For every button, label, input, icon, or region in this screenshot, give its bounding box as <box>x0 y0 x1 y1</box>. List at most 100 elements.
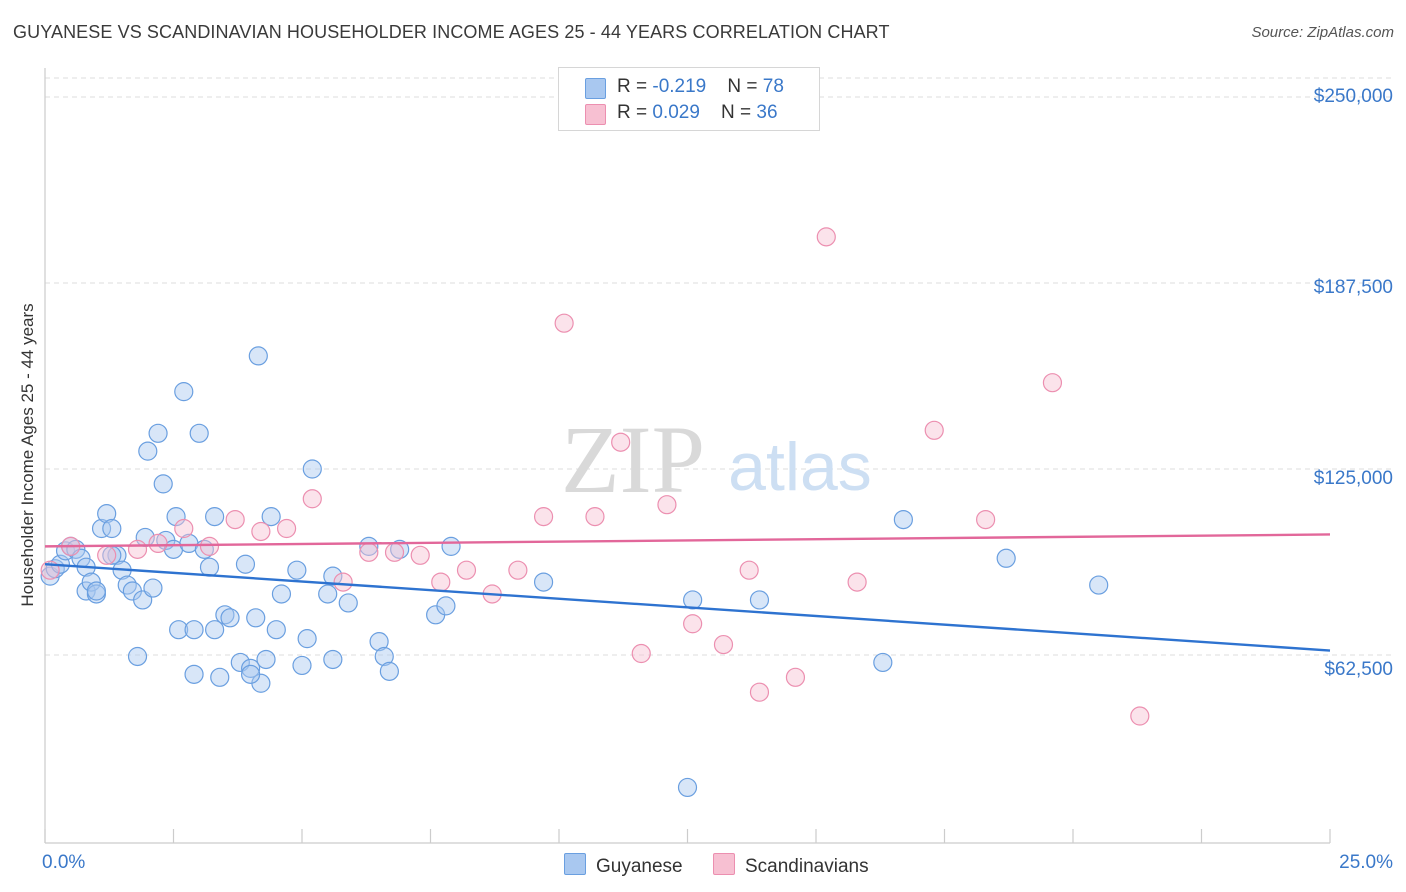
scandinavians-point <box>456 560 477 580</box>
scandinavians-point <box>302 489 322 509</box>
guyanese-point <box>235 554 256 574</box>
scandinavians-point <box>785 667 806 687</box>
watermark: ZIP atlas <box>561 406 872 513</box>
legend-n-value: 78 <box>762 76 784 97</box>
guyanese-point <box>323 649 343 670</box>
scandinavians-point <box>1130 706 1150 726</box>
guyanese-point <box>166 507 186 527</box>
bottom-legend-swatch-scandinavians <box>713 853 735 875</box>
guyanese-point <box>184 620 204 640</box>
legend-r-value: -0.219 <box>652 76 707 97</box>
trend-lines <box>44 533 1331 652</box>
guyanese-point <box>153 474 173 494</box>
guyanese-point <box>533 572 554 592</box>
guyanese-point <box>138 441 158 461</box>
guyanese-point <box>677 777 698 798</box>
guyanese-point <box>127 646 148 667</box>
scandinavians-point <box>816 227 836 247</box>
guyanese-point <box>302 459 322 479</box>
legend-swatch-guyanese <box>585 78 606 99</box>
guyanese-point <box>143 578 163 598</box>
scandinavians-point <box>127 539 148 559</box>
guyanese-point <box>323 566 343 586</box>
guyanese-point <box>117 575 137 595</box>
scandinavians-point <box>749 682 770 702</box>
scandinavians-point <box>847 572 867 592</box>
guyanese-point <box>374 646 394 667</box>
scandinavians-point <box>97 545 117 565</box>
guyanese-point <box>369 632 389 652</box>
bottom-legend-swatch-guyanese <box>564 853 586 875</box>
source-label: Source: ZipAtlas.com <box>1251 24 1394 41</box>
guyanese-point <box>205 507 225 527</box>
legend-n-label: N = <box>721 102 757 123</box>
guyanese-point <box>749 590 770 610</box>
guyanese-point <box>220 608 240 628</box>
guyanese-points <box>40 346 1109 798</box>
guyanese-point <box>210 667 230 687</box>
guyanese-point <box>271 584 292 604</box>
scandinavians-point <box>174 518 194 539</box>
guyanese-point <box>379 661 399 681</box>
watermark-zip: ZIP <box>561 406 705 513</box>
guyanese-point <box>873 652 893 673</box>
guyanese-point <box>215 605 235 625</box>
scandinavians-trend-line <box>44 533 1331 548</box>
scandinavians-point <box>225 509 245 530</box>
guyanese-point <box>436 596 456 616</box>
scandinavians-point <box>359 542 379 562</box>
guyanese-point <box>292 655 312 676</box>
guyanese-point <box>91 518 112 539</box>
scandinavians-point <box>251 521 271 542</box>
guyanese-point <box>97 504 117 524</box>
guyanese-point <box>102 518 122 539</box>
guyanese-point <box>86 581 107 601</box>
legend-r-label: R = <box>617 102 653 123</box>
guyanese-point <box>359 536 379 556</box>
y-axis-label: Householder Income Ages 25 - 44 years <box>18 303 37 607</box>
guyanese-point <box>174 382 194 402</box>
bottom-legend-scandinavians: Scandinavians <box>713 853 869 878</box>
guyanese-point <box>893 509 913 530</box>
guyanese-point <box>287 560 307 580</box>
scandinavians-point <box>585 507 605 527</box>
guyanese-point <box>441 536 461 556</box>
scandinavians-point <box>431 572 451 592</box>
scandinavians-point <box>739 560 759 580</box>
legend-n-label: N = <box>727 76 763 97</box>
guyanese-point <box>683 590 703 610</box>
bottom-legend-label: Scandinavians <box>745 856 869 877</box>
guyanese-point <box>1089 575 1109 595</box>
guyanese-point <box>189 423 209 443</box>
scandinavians-point <box>508 560 528 580</box>
scandinavians-point <box>611 432 631 452</box>
bottom-legend-guyanese: Guyanese <box>564 853 683 878</box>
y-tick-label: $62,500 <box>1324 659 1393 680</box>
guyanese-point <box>241 658 261 678</box>
guyanese-point <box>246 608 266 628</box>
guyanese-point <box>184 664 204 684</box>
guyanese-point <box>318 584 338 604</box>
guyanese-point <box>199 557 220 577</box>
scandinavians-point <box>276 518 297 539</box>
guyanese-point <box>169 620 189 640</box>
legend-r-value: 0.029 <box>652 102 700 123</box>
y-tick-label: $125,000 <box>1313 468 1393 489</box>
scandinavians-point <box>554 313 574 333</box>
correlation-legend: R = -0.219 N = 78 R = 0.029 N = 36 <box>558 67 820 131</box>
guyanese-point <box>81 572 101 592</box>
guyanese-point <box>390 539 410 559</box>
watermark-atlas: atlas <box>728 429 872 505</box>
x-tick-label-max: 25.0% <box>1339 852 1393 873</box>
bottom-legend-label: Guyanese <box>596 856 683 877</box>
scandinavians-point <box>333 572 353 592</box>
scandinavians-point <box>199 536 220 556</box>
y-tick-label: $187,500 <box>1313 277 1393 298</box>
scandinavians-point <box>533 507 554 527</box>
guyanese-point <box>266 620 286 640</box>
x-tick-label-min: 0.0% <box>42 852 86 873</box>
guyanese-point <box>996 548 1016 568</box>
guyanese-point <box>205 620 225 640</box>
scandinavians-point <box>976 509 996 530</box>
